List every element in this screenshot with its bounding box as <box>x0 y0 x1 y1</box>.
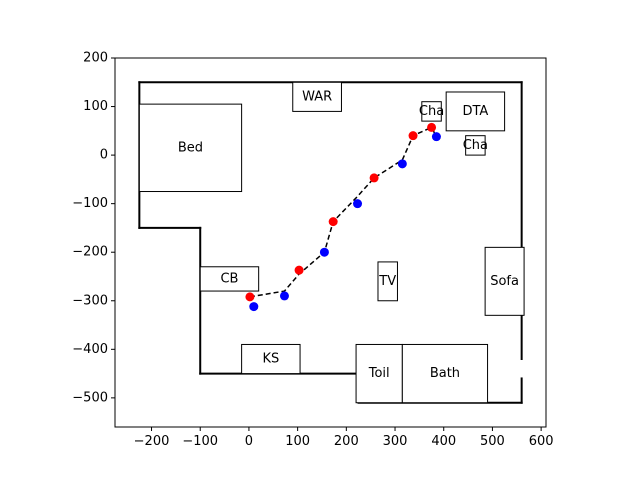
furniture-box <box>484 246 525 316</box>
data-point <box>397 159 407 169</box>
x-axis: −200 −100 0 100 200 300 400 500 600 <box>134 427 554 449</box>
data-point <box>431 132 441 142</box>
data-point <box>294 265 304 275</box>
x-tick-label: −200 <box>134 434 170 449</box>
data-point <box>427 122 437 132</box>
x-tick-label: 200 <box>334 434 359 449</box>
x-tick-label: 100 <box>285 434 310 449</box>
furniture-box <box>401 343 489 404</box>
furniture-label: Bath <box>430 366 460 381</box>
x-tick-label: 0 <box>245 434 253 449</box>
y-axis: −500 −400 −300 −200 −100 0 100 200 <box>72 51 115 405</box>
data-point <box>249 302 259 312</box>
x-tick-label: 500 <box>480 434 505 449</box>
furniture-label: Cha <box>419 104 444 119</box>
data-point <box>319 247 329 257</box>
furniture-box <box>465 135 486 156</box>
y-tick-label: −200 <box>72 245 108 260</box>
y-tick-label: −400 <box>72 342 108 357</box>
y-tick-label: −100 <box>72 196 108 211</box>
furniture-layer: Bed WAR Cha DTA Cha CB TV Sofa KS Toil Bath <box>138 81 525 404</box>
y-tick-label: 100 <box>83 99 108 114</box>
y-tick-label: −500 <box>72 390 108 405</box>
y-tick-label: 200 <box>83 51 108 66</box>
furniture-box <box>377 261 398 302</box>
data-point <box>353 199 363 209</box>
data-point <box>408 131 418 141</box>
furniture-label: WAR <box>302 89 332 104</box>
x-tick-label: 300 <box>383 434 408 449</box>
data-point <box>245 292 255 302</box>
furniture-box <box>355 343 403 404</box>
furniture-box <box>292 81 342 112</box>
trajectory-layer <box>249 126 438 298</box>
furniture-label: Sofa <box>490 274 519 289</box>
furniture-label: Toil <box>368 366 390 381</box>
x-tick-label: 400 <box>431 434 456 449</box>
furniture-box <box>138 103 243 193</box>
furniture-box <box>445 91 506 132</box>
furniture-label: CB <box>220 271 238 286</box>
axes-frame <box>114 57 547 428</box>
y-tick-label: 0 <box>100 148 108 163</box>
x-tick-label: −100 <box>182 434 218 449</box>
y-tick-label: −300 <box>72 293 108 308</box>
data-point <box>369 173 379 183</box>
furniture-label: Cha <box>463 138 488 153</box>
furniture-label: KS <box>262 352 279 367</box>
furniture-label: TV <box>378 274 396 289</box>
furniture-box <box>199 266 260 292</box>
furniture-label: Bed <box>178 140 203 155</box>
furniture-label: DTA <box>462 104 488 119</box>
furniture-box <box>421 101 442 122</box>
furniture-box <box>241 343 301 375</box>
x-tick-label: 600 <box>529 434 554 449</box>
trajectory-line <box>249 126 438 298</box>
points-layer <box>245 122 441 312</box>
data-point <box>328 217 338 227</box>
data-point <box>279 291 289 301</box>
